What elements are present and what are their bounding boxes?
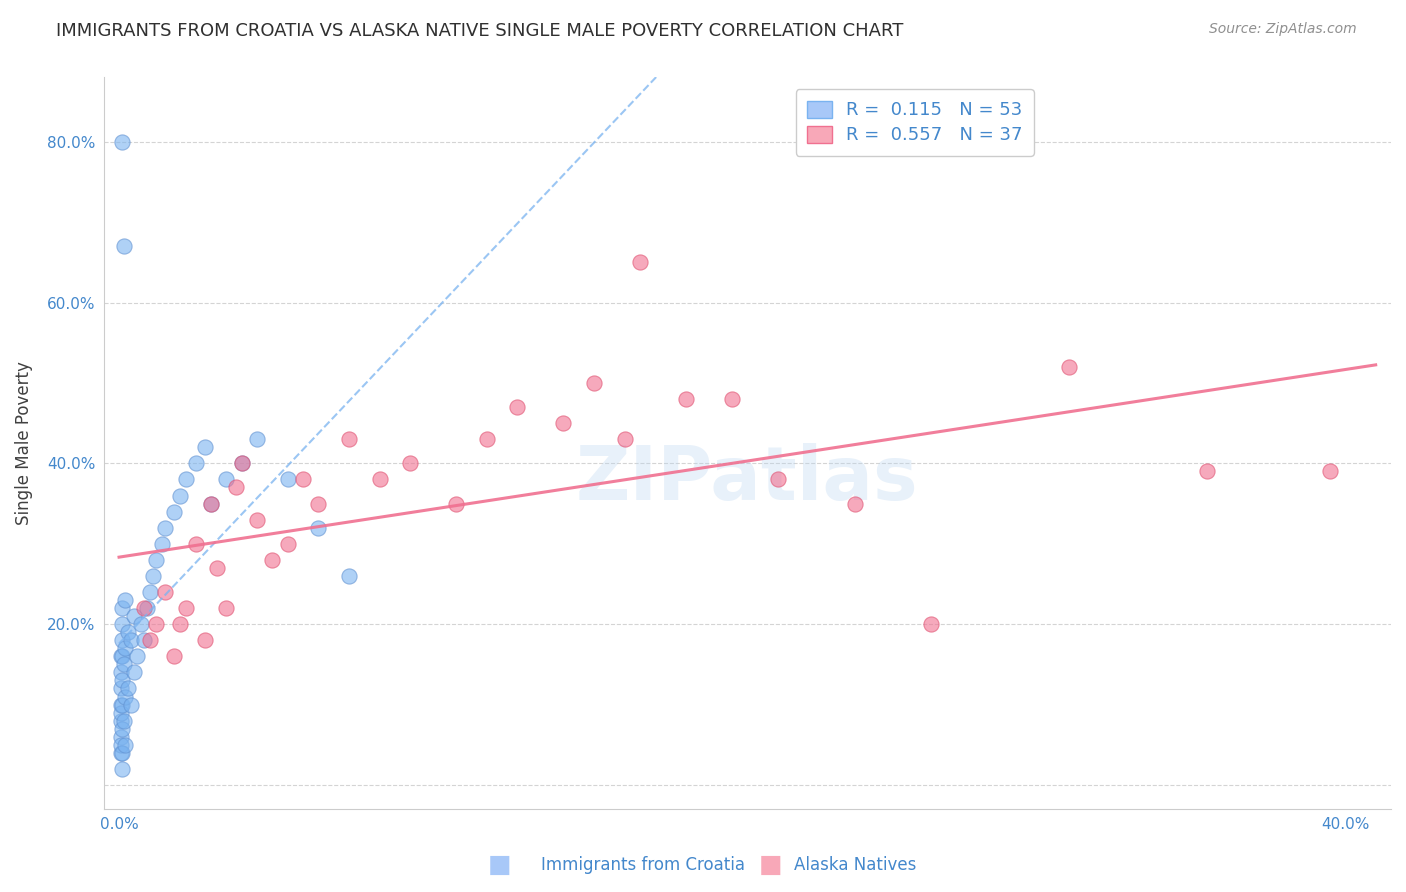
Point bbox=[111, 722, 134, 736]
Point bbox=[246, 432, 269, 446]
Point bbox=[112, 657, 135, 672]
Point bbox=[117, 681, 139, 696]
Point bbox=[1319, 464, 1341, 478]
Point bbox=[142, 569, 165, 583]
Point bbox=[111, 698, 134, 712]
Point bbox=[444, 497, 467, 511]
Point bbox=[920, 617, 942, 632]
Point bbox=[138, 633, 160, 648]
Point bbox=[277, 537, 299, 551]
Point bbox=[111, 673, 134, 688]
Point bbox=[262, 553, 284, 567]
Text: ■: ■ bbox=[488, 854, 510, 877]
Point bbox=[111, 746, 134, 760]
Point bbox=[721, 392, 744, 406]
Point bbox=[111, 649, 134, 664]
Point bbox=[277, 472, 299, 486]
Point bbox=[111, 617, 134, 632]
Point bbox=[194, 633, 217, 648]
Point bbox=[112, 714, 135, 728]
Point bbox=[124, 609, 146, 624]
Point bbox=[110, 698, 132, 712]
Point bbox=[553, 416, 575, 430]
Point bbox=[120, 633, 142, 648]
Point bbox=[111, 633, 134, 648]
Point bbox=[114, 641, 136, 656]
Legend: R =  0.115   N = 53, R =  0.557   N = 37: R = 0.115 N = 53, R = 0.557 N = 37 bbox=[796, 89, 1033, 156]
Point bbox=[1197, 464, 1219, 478]
Point bbox=[110, 681, 132, 696]
Point bbox=[111, 601, 134, 615]
Point bbox=[163, 505, 186, 519]
Point bbox=[145, 553, 167, 567]
Point bbox=[200, 497, 222, 511]
Point bbox=[110, 706, 132, 720]
Point bbox=[337, 569, 360, 583]
Point bbox=[163, 649, 186, 664]
Point bbox=[145, 617, 167, 632]
Text: ■: ■ bbox=[759, 854, 782, 877]
Point bbox=[368, 472, 391, 486]
Point bbox=[246, 513, 269, 527]
Point bbox=[120, 698, 142, 712]
Point bbox=[184, 456, 207, 470]
Point bbox=[1057, 359, 1080, 374]
Point bbox=[184, 537, 207, 551]
Point bbox=[153, 585, 176, 599]
Point bbox=[112, 239, 135, 253]
Point bbox=[169, 489, 191, 503]
Point bbox=[675, 392, 697, 406]
Point bbox=[110, 738, 132, 752]
Text: Source: ZipAtlas.com: Source: ZipAtlas.com bbox=[1209, 22, 1357, 37]
Point bbox=[124, 665, 146, 680]
Point bbox=[132, 633, 155, 648]
Point bbox=[844, 497, 866, 511]
Point bbox=[205, 561, 228, 575]
Y-axis label: Single Male Poverty: Single Male Poverty bbox=[15, 361, 32, 525]
Text: Alaska Natives: Alaska Natives bbox=[794, 856, 917, 874]
Point bbox=[176, 601, 198, 615]
Point bbox=[111, 762, 134, 776]
Point bbox=[200, 497, 222, 511]
Point bbox=[111, 135, 134, 149]
Point bbox=[194, 440, 217, 454]
Point bbox=[176, 472, 198, 486]
Point bbox=[110, 665, 132, 680]
Point bbox=[215, 601, 238, 615]
Text: Immigrants from Croatia: Immigrants from Croatia bbox=[541, 856, 745, 874]
Point bbox=[628, 255, 651, 269]
Point bbox=[399, 456, 422, 470]
Point bbox=[583, 376, 606, 390]
Point bbox=[117, 625, 139, 640]
Point bbox=[215, 472, 238, 486]
Point bbox=[231, 456, 253, 470]
Point bbox=[110, 746, 132, 760]
Point bbox=[135, 601, 157, 615]
Point bbox=[291, 472, 314, 486]
Text: IMMIGRANTS FROM CROATIA VS ALASKA NATIVE SINGLE MALE POVERTY CORRELATION CHART: IMMIGRANTS FROM CROATIA VS ALASKA NATIVE… bbox=[56, 22, 904, 40]
Point bbox=[337, 432, 360, 446]
Point bbox=[129, 617, 152, 632]
Point bbox=[766, 472, 789, 486]
Point bbox=[307, 497, 329, 511]
Point bbox=[153, 521, 176, 535]
Point bbox=[114, 593, 136, 607]
Point bbox=[231, 456, 253, 470]
Point bbox=[169, 617, 191, 632]
Point bbox=[138, 585, 160, 599]
Point bbox=[110, 714, 132, 728]
Point bbox=[114, 690, 136, 704]
Point bbox=[225, 480, 247, 494]
Text: ZIPatlas: ZIPatlas bbox=[576, 443, 918, 516]
Point bbox=[110, 649, 132, 664]
Point bbox=[114, 738, 136, 752]
Point bbox=[127, 649, 149, 664]
Point bbox=[506, 400, 529, 414]
Point bbox=[307, 521, 329, 535]
Point bbox=[475, 432, 498, 446]
Point bbox=[613, 432, 636, 446]
Point bbox=[132, 601, 155, 615]
Point bbox=[150, 537, 173, 551]
Point bbox=[110, 730, 132, 744]
